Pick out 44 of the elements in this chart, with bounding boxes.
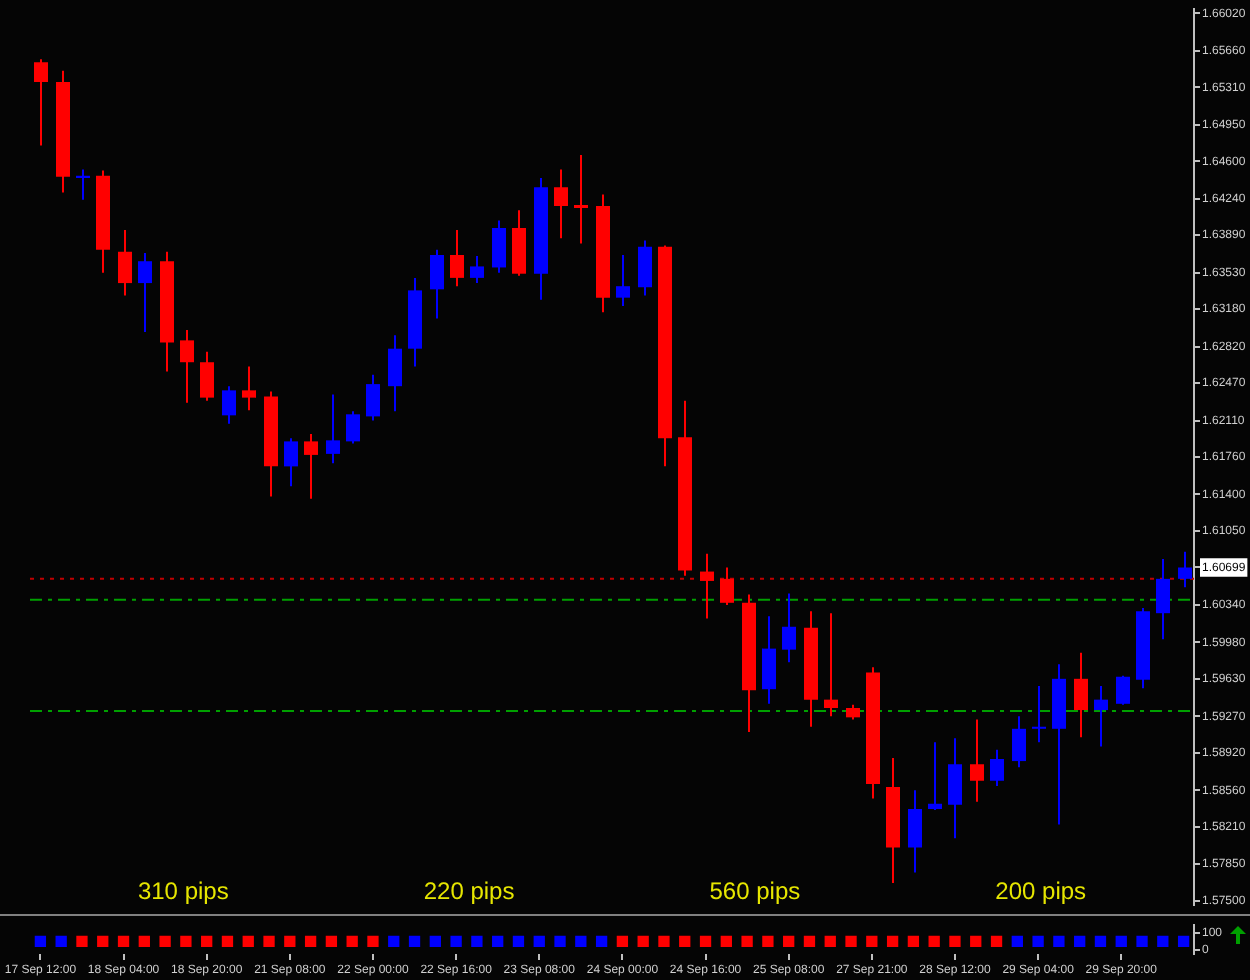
candlestick [616, 253, 630, 307]
candlestick [720, 566, 734, 606]
candlestick [970, 718, 984, 803]
candlestick [1032, 685, 1046, 744]
candlestick [1116, 674, 1130, 706]
candlestick [1178, 550, 1192, 589]
candlestick [1156, 558, 1170, 641]
candlestick [430, 248, 444, 320]
candlestick [824, 612, 838, 718]
candlestick [284, 437, 298, 488]
candlestick [222, 385, 236, 425]
candlestick [304, 433, 318, 500]
candlestick [346, 410, 360, 445]
candlestick [200, 350, 214, 402]
candlestick [470, 255, 484, 285]
annotation: 560 pips [709, 876, 801, 905]
candlestick [1074, 651, 1088, 739]
candlestick [554, 168, 568, 240]
candlestick [366, 373, 380, 422]
candlestick [388, 334, 402, 413]
candlestick [76, 168, 90, 201]
candlestick [34, 58, 48, 147]
candlestick [512, 209, 526, 277]
candlestick [908, 789, 922, 874]
candlestick [242, 365, 256, 412]
candlestick [180, 328, 194, 404]
candlestick [1094, 685, 1108, 748]
candlestick [638, 239, 652, 297]
annotation: 310 pips [137, 876, 229, 905]
candlestick [574, 154, 588, 245]
candlestick [326, 393, 340, 465]
candlestick [492, 219, 506, 274]
annotation: 220 pips [423, 876, 515, 905]
candlestick [450, 228, 464, 288]
candlestick [762, 615, 776, 705]
candlestick [990, 748, 1004, 788]
annotation: 200 pips [995, 876, 1087, 905]
candlestick [118, 228, 132, 297]
candlestick [782, 592, 796, 664]
candlestick [138, 251, 152, 334]
candlestick [1012, 715, 1026, 769]
candlestick [928, 741, 942, 812]
candlestick [700, 552, 714, 620]
candlestick [948, 737, 962, 840]
